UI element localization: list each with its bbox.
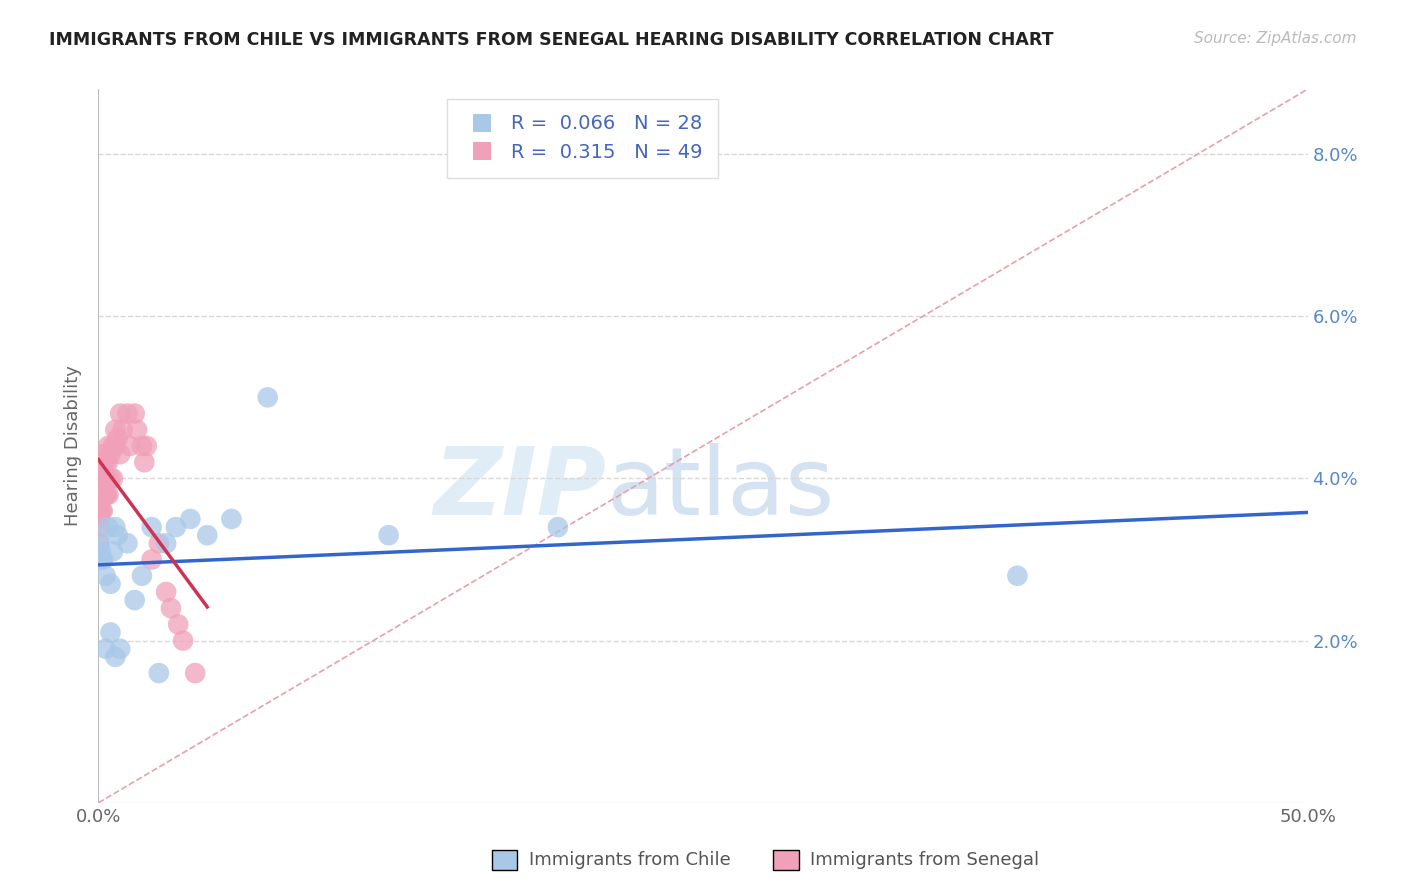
Point: [148, 666, 170, 681]
Point: [94, 455, 117, 469]
Point: [91, 471, 114, 485]
Text: ZIP: ZIP: [433, 442, 606, 535]
Point: [131, 439, 153, 453]
Point: [94, 568, 117, 582]
Point: [89, 488, 111, 502]
Point: [91, 488, 114, 502]
Point: [195, 528, 218, 542]
Point: [172, 633, 194, 648]
Text: IMMIGRANTS FROM CHILE VS IMMIGRANTS FROM SENEGAL HEARING DISABILITY CORRELATION : IMMIGRANTS FROM CHILE VS IMMIGRANTS FROM…: [49, 31, 1053, 49]
Point: [101, 439, 124, 453]
Point: [141, 520, 163, 534]
Point: [96, 488, 118, 502]
Legend: R =  0.066   N = 28, R =  0.315   N = 49: R = 0.066 N = 28, R = 0.315 N = 49: [447, 99, 718, 178]
Point: [96, 471, 118, 485]
Point: [104, 439, 127, 453]
Point: [117, 536, 139, 550]
Point: [97, 520, 120, 534]
Text: atlas: atlas: [606, 442, 835, 535]
Point: [93, 488, 115, 502]
Point: [97, 439, 120, 453]
Point: [89, 512, 111, 526]
Point: [91, 504, 114, 518]
Point: [155, 536, 177, 550]
Point: [117, 407, 139, 421]
Point: [118, 439, 141, 453]
Point: [160, 601, 183, 615]
Point: [93, 471, 115, 485]
Text: Immigrants from Senegal: Immigrants from Senegal: [810, 851, 1039, 869]
Point: [90, 544, 112, 558]
Point: [108, 447, 131, 461]
Point: [107, 528, 129, 542]
Point: [104, 520, 127, 534]
Point: [547, 520, 569, 534]
Point: [167, 617, 190, 632]
Point: [101, 471, 124, 485]
Point: [100, 471, 122, 485]
Point: [90, 471, 112, 485]
Point: [148, 536, 170, 550]
Point: [93, 488, 115, 502]
Point: [135, 439, 157, 453]
Point: [155, 585, 177, 599]
Point: [91, 455, 114, 469]
Point: [141, 552, 163, 566]
Point: [91, 552, 114, 566]
Point: [101, 544, 124, 558]
Point: [131, 568, 153, 582]
Text: Immigrants from Chile: Immigrants from Chile: [529, 851, 730, 869]
Point: [97, 455, 120, 469]
Point: [90, 488, 112, 502]
Point: [184, 666, 207, 681]
Point: [94, 488, 117, 502]
Y-axis label: Hearing Disability: Hearing Disability: [65, 366, 83, 526]
Point: [108, 641, 131, 656]
Point: [89, 471, 111, 485]
Text: Source: ZipAtlas.com: Source: ZipAtlas.com: [1194, 31, 1357, 46]
Point: [91, 552, 114, 566]
Point: [90, 520, 112, 534]
Point: [221, 512, 243, 526]
Point: [124, 593, 146, 607]
Point: [104, 423, 127, 437]
Point: [179, 512, 201, 526]
Point: [1007, 568, 1029, 582]
Point: [104, 649, 127, 664]
Point: [94, 641, 117, 656]
Point: [89, 536, 111, 550]
Point: [165, 520, 187, 534]
Point: [127, 423, 149, 437]
Point: [134, 455, 156, 469]
Point: [87, 536, 110, 550]
Point: [107, 431, 129, 445]
Point: [89, 504, 111, 518]
Point: [100, 447, 122, 461]
Point: [93, 447, 115, 461]
Point: [100, 577, 122, 591]
Point: [108, 407, 131, 421]
Point: [90, 504, 112, 518]
Point: [91, 455, 114, 469]
Point: [124, 407, 146, 421]
Point: [97, 488, 120, 502]
Point: [100, 625, 122, 640]
Point: [111, 423, 134, 437]
Point: [256, 390, 278, 404]
Point: [377, 528, 399, 542]
